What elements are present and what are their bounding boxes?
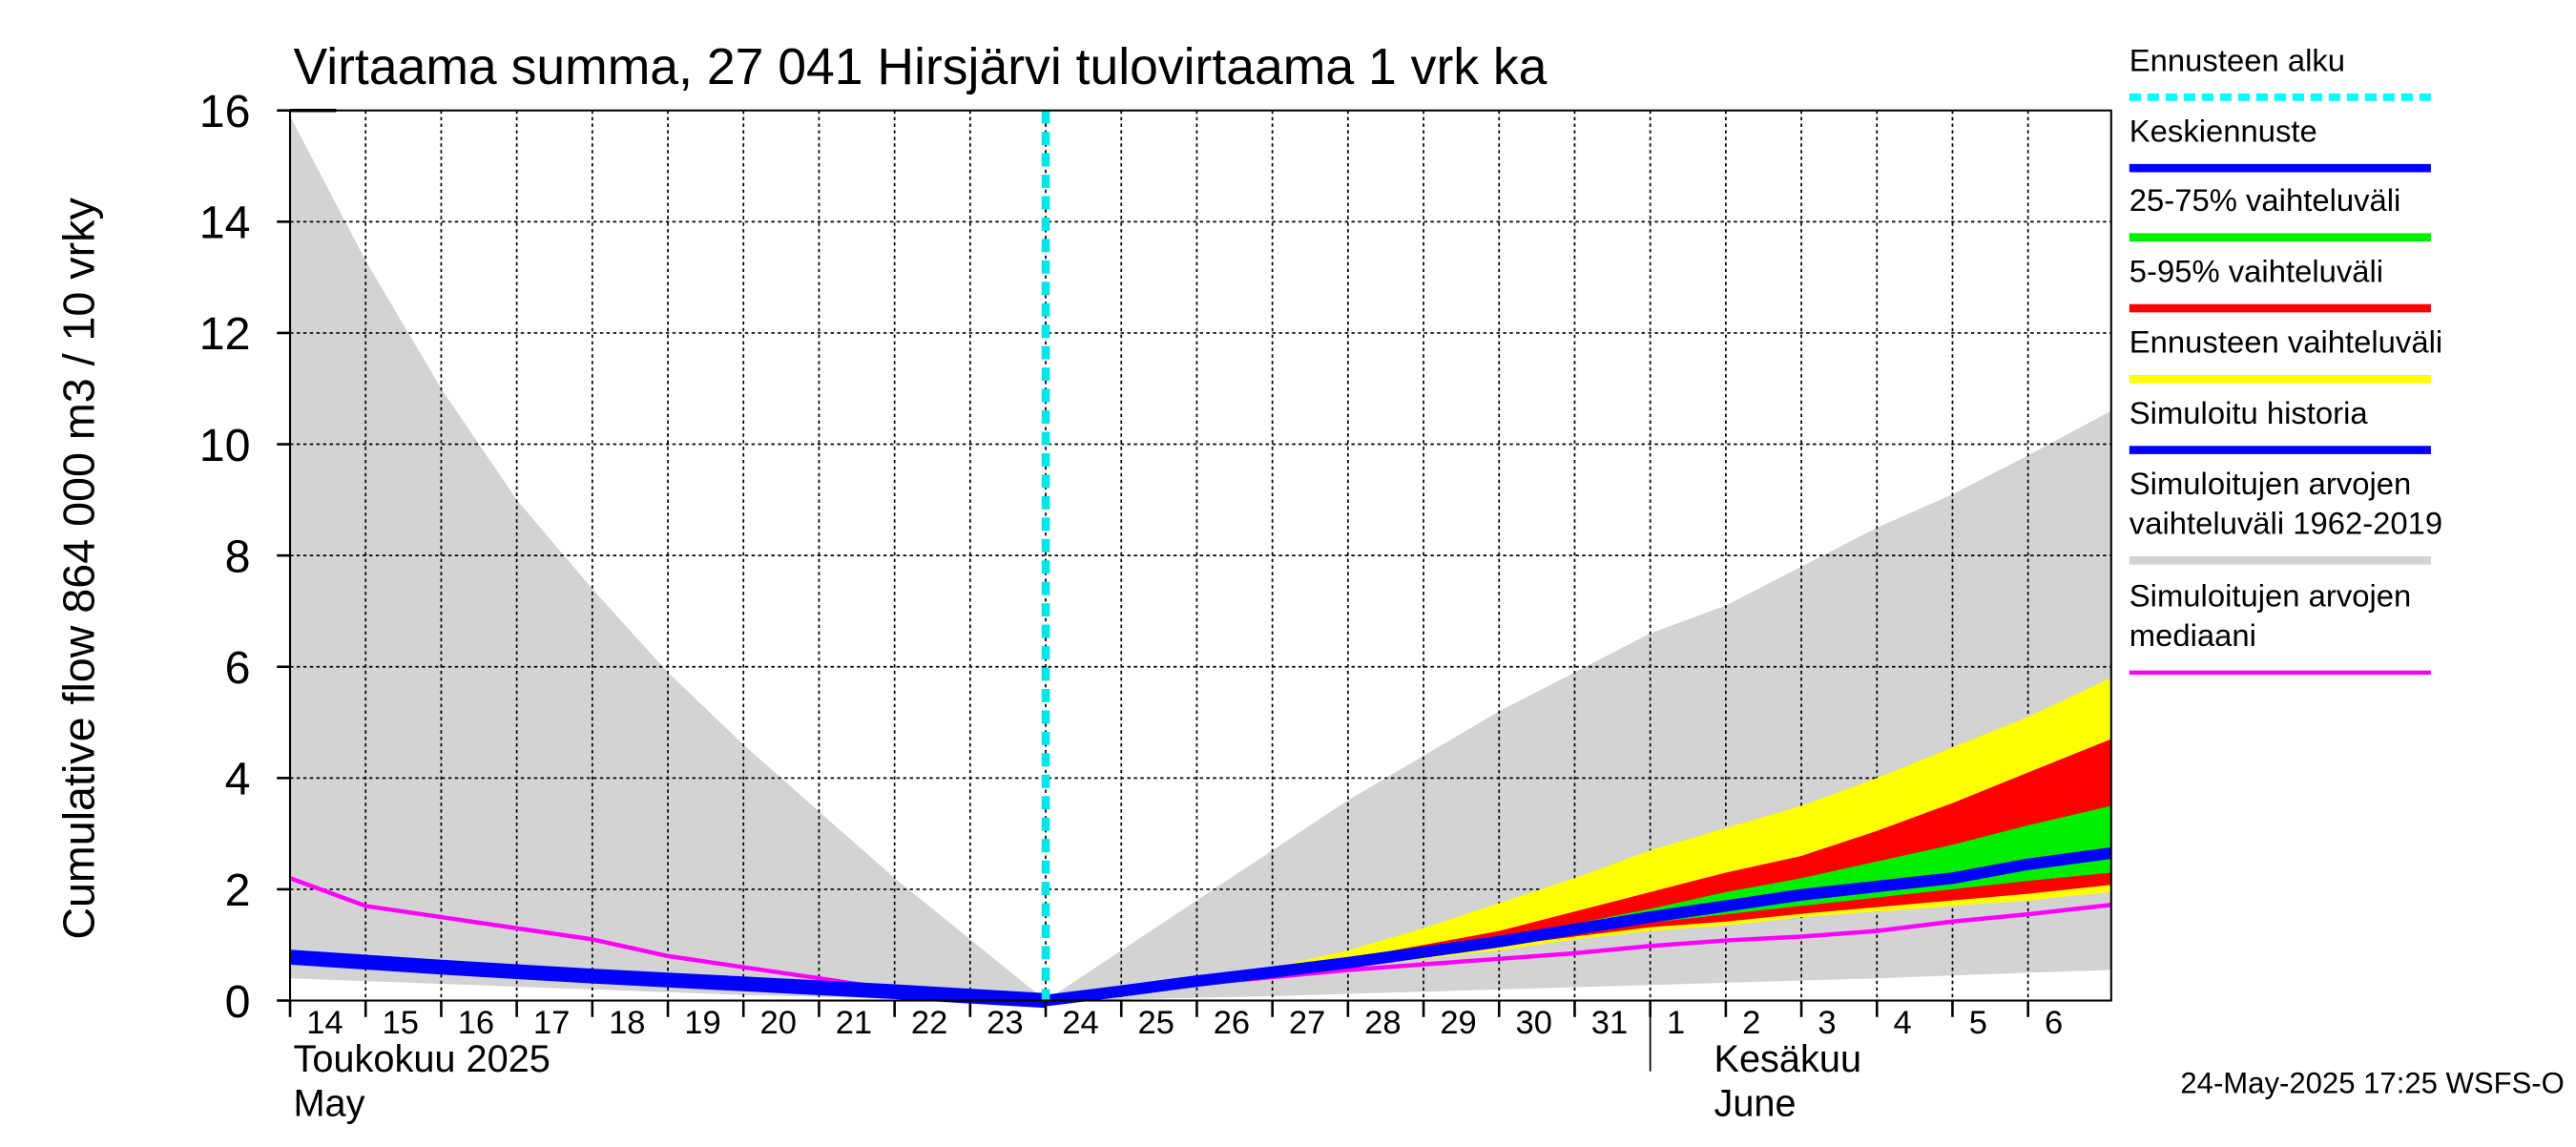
y-tick-label-16: 16 xyxy=(199,86,251,137)
legend-label-0: Ennusteen alku xyxy=(2129,42,2345,77)
chart-title: Virtaama summa, 27 041 Hirsjärvi tulovir… xyxy=(293,39,1547,95)
x-tick-label-11: 25 xyxy=(1138,1005,1174,1041)
legend-label-6: Simuloitujen arvojen xyxy=(2129,466,2411,501)
x-tick-label-13: 27 xyxy=(1289,1005,1325,1041)
simulated-history-line xyxy=(289,949,1047,1009)
timestamp-footer: 24-May-2025 17:25 WSFS-O xyxy=(2180,1066,2564,1099)
month-label-en-0: May xyxy=(293,1082,364,1124)
x-tick-label-18: 1 xyxy=(1667,1005,1685,1041)
x-tick-label-6: 20 xyxy=(760,1005,797,1041)
x-tick-label-19: 2 xyxy=(1742,1005,1760,1041)
x-tick-label-17: 31 xyxy=(1591,1005,1628,1041)
month-label-1: Kesäkuu xyxy=(1714,1038,1861,1080)
legend-label-4: Ennusteen vaihteluväli xyxy=(2129,324,2442,360)
x-tick-label-16: 30 xyxy=(1516,1005,1552,1041)
y-tick-label-14: 14 xyxy=(199,198,251,249)
legend-label-2: 25-75% vaihteluväli xyxy=(2129,182,2401,218)
legend-label-5: Simuloitu historia xyxy=(2129,395,2369,430)
historical-range-band xyxy=(290,115,2111,1001)
x-tick-label-3: 17 xyxy=(533,1005,570,1041)
x-tick-label-7: 21 xyxy=(836,1005,872,1041)
x-tick-label-2: 16 xyxy=(458,1005,494,1041)
x-tick-label-22: 5 xyxy=(1969,1005,1987,1041)
month-label-0: Toukokuu 2025 xyxy=(293,1038,550,1080)
y-tick-label-12: 12 xyxy=(199,308,251,360)
y-tick-label-2: 2 xyxy=(225,865,251,916)
legend-label-6-b: vaihteluväli 1962-2019 xyxy=(2129,506,2442,541)
x-tick-label-5: 19 xyxy=(684,1005,720,1041)
legend-label-1: Keskiennuste xyxy=(2129,114,2317,149)
legend-label-7: Simuloitujen arvojen xyxy=(2129,578,2411,614)
x-tick-label-8: 22 xyxy=(911,1005,947,1041)
legend-label-7-b: mediaani xyxy=(2129,617,2256,653)
y-tick-label-4: 4 xyxy=(225,754,251,805)
y-tick-label-0: 0 xyxy=(225,976,251,1028)
legend-label-3: 5-95% vaihteluväli xyxy=(2129,253,2383,288)
x-tick-label-0: 14 xyxy=(306,1005,343,1041)
y-tick-label-6: 6 xyxy=(225,642,251,694)
x-tick-label-15: 29 xyxy=(1440,1005,1476,1041)
x-tick-label-23: 6 xyxy=(2045,1005,2063,1041)
x-tick-label-21: 4 xyxy=(1894,1005,1912,1041)
x-tick-label-12: 26 xyxy=(1214,1005,1250,1041)
x-tick-label-14: 28 xyxy=(1364,1005,1401,1041)
y-tick-label-8: 8 xyxy=(225,531,251,582)
x-tick-label-10: 24 xyxy=(1062,1005,1098,1041)
x-tick-label-20: 3 xyxy=(1818,1005,1836,1041)
x-tick-label-1: 15 xyxy=(382,1005,418,1041)
y-axis-label: Cumulative flow 864 000 m3 / 10 vrky xyxy=(53,198,103,940)
x-tick-label-9: 23 xyxy=(987,1005,1023,1041)
y-tick-label-10: 10 xyxy=(199,420,251,471)
month-label-en-1: June xyxy=(1714,1082,1796,1124)
plot-frame xyxy=(288,109,2112,1002)
x-tick-label-4: 18 xyxy=(609,1005,645,1041)
mean-forecast-line xyxy=(1045,847,2112,1007)
